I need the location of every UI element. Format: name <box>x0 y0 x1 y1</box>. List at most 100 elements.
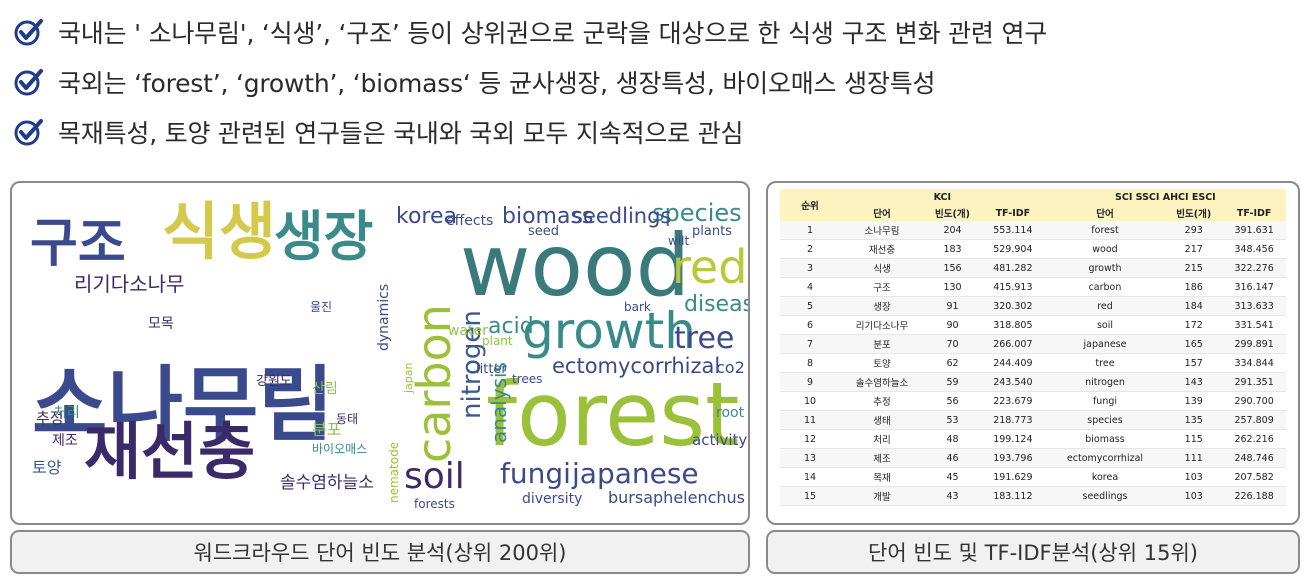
table-cell-kw: 분포 <box>840 334 925 354</box>
table-row: 6 리기다소나무 90 318.805 soil 172 331.541 <box>780 315 1286 335</box>
wc-word: seedlings <box>572 204 671 228</box>
table-cell-kt: 266.007 <box>980 334 1045 354</box>
bullet-2: 국외는 ‘forest’, ‘growth’, ‘biomass‘ 등 균사생장… <box>14 62 936 102</box>
wc-word: co2 <box>716 358 745 377</box>
table-cell-kw: 재선충 <box>840 239 925 259</box>
wc-word: 토양 <box>32 458 62 477</box>
wc-word: root <box>716 405 745 421</box>
table-cell-kt: 183.112 <box>980 486 1045 506</box>
table-cell-kw: 생태 <box>840 410 925 430</box>
wc-word: bark <box>624 300 651 314</box>
table-cell-st: 322.276 <box>1222 258 1286 278</box>
wc-word: soil <box>404 456 465 497</box>
table-cell-kf: 56 <box>924 391 981 411</box>
table-cell-sw: soil <box>1044 315 1166 335</box>
table-cell-sf: 139 <box>1165 391 1223 411</box>
table-cell-st: 248.746 <box>1222 448 1286 468</box>
wc-word: 솔수염하늘소 <box>280 473 374 493</box>
wc-word: analysis <box>487 362 511 443</box>
table-cell-kw: 솔수염하늘소 <box>840 372 925 392</box>
table-cell-st: 257.809 <box>1222 410 1286 430</box>
wc-word: 강원도 <box>256 374 292 389</box>
table-row: 1 소나무림 204 553.114 forest 293 391.631 <box>780 221 1286 240</box>
wc-word: effects <box>446 213 493 229</box>
col-word-header: 단어 <box>840 205 925 221</box>
col-word-header: 단어 <box>1044 205 1166 221</box>
table-cell-kt: 244.409 <box>980 353 1045 373</box>
table-cell-sf: 103 <box>1165 467 1223 487</box>
table-cell-kf: 45 <box>924 467 981 487</box>
wordcloud-korean: 소나무림 재선충 식생 구조 생장 리기다소나무 솔수염하늘소 토양 추정 분포… <box>30 195 374 493</box>
bullet-3: 목재특성, 토양 관련된 연구들은 국내와 국외 모두 지속적으로 관심 <box>14 112 744 152</box>
table-cell-sf: 172 <box>1165 315 1223 335</box>
table-cell-rank: 15 <box>780 486 840 506</box>
table-cell-rank: 14 <box>780 467 840 487</box>
table-cell-sf: 293 <box>1165 221 1223 240</box>
table-cell-kt: 529.904 <box>980 239 1045 259</box>
table-row: 13 제조 46 193.796 ectomycorrhizal 111 248.746 <box>780 448 1286 468</box>
wc-word: 동태 <box>336 412 358 426</box>
table-cell-kf: 62 <box>924 353 981 373</box>
table-cell-kf: 53 <box>924 410 981 430</box>
wc-word: biomass <box>502 204 593 229</box>
table-row: 3 식생 156 481.282 growth 215 322.276 <box>780 258 1286 278</box>
wc-word: 바이오매스 <box>312 442 367 456</box>
caption-table: 단어 빈도 및 TF-IDF분석(상위 15위) <box>766 530 1300 574</box>
table-cell-kt: 553.114 <box>980 221 1045 240</box>
sci-header: SCI SSCI AHCI ESCI <box>1044 189 1286 205</box>
table-cell-st: 316.147 <box>1222 277 1286 297</box>
table-cell-kt: 318.805 <box>980 315 1045 335</box>
table-cell-kw: 식생 <box>840 258 925 278</box>
table-cell-kf: 59 <box>924 372 981 392</box>
table-row: 4 구조 130 415.913 carbon 186 316.147 <box>780 277 1286 297</box>
table-cell-kw: 구조 <box>840 277 925 297</box>
wc-word: 리기다소나무 <box>74 272 184 296</box>
table-cell-sw: japanese <box>1044 334 1166 354</box>
table-cell-sf: 103 <box>1165 486 1223 506</box>
table-cell-kf: 48 <box>924 429 981 449</box>
wc-word: forest <box>486 363 740 466</box>
table-cell-kf: 70 <box>924 334 981 354</box>
table-cell-sw: ectomycorrhizal <box>1044 448 1166 468</box>
table-cell-rank: 7 <box>780 334 840 354</box>
table-cell-st: 334.844 <box>1222 353 1286 373</box>
table-cell-rank: 12 <box>780 429 840 449</box>
wc-word: 식생 <box>162 195 276 268</box>
table-cell-kf: 46 <box>924 448 981 468</box>
table-row: 2 재선충 183 529.904 wood 217 348.456 <box>780 239 1286 259</box>
table-cell-rank: 4 <box>780 277 840 297</box>
col-tfidf-header: TF-IDF <box>980 205 1045 221</box>
tfidf-table: 순위 KCI SCI SSCI AHCI ESCI 단어 빈도(개) TF-ID… <box>780 189 1286 506</box>
table-cell-sw: growth <box>1044 258 1166 278</box>
table-cell-rank: 10 <box>780 391 840 411</box>
col-freq-header: 빈도(개) <box>924 205 981 221</box>
table-cell-sf: 184 <box>1165 296 1223 316</box>
table-cell-rank: 2 <box>780 239 840 259</box>
table-cell-rank: 8 <box>780 353 840 373</box>
table-cell-sw: forest <box>1044 221 1166 240</box>
table-cell-kt: 320.302 <box>980 296 1045 316</box>
table-cell-kw: 소나무림 <box>840 221 925 240</box>
table-cell-sf: 165 <box>1165 334 1223 354</box>
table-cell-kf: 130 <box>924 277 981 297</box>
table-cell-kw: 추정 <box>840 391 925 411</box>
wc-word: 처리 <box>54 405 80 421</box>
table-cell-sw: red <box>1044 296 1166 316</box>
table-cell-st: 226.188 <box>1222 486 1286 506</box>
table-cell-kt: 481.282 <box>980 258 1045 278</box>
wc-word: 소나무림 <box>32 358 334 453</box>
table-row: 8 토양 62 244.409 tree 157 334.844 <box>780 353 1286 373</box>
table-cell-rank: 13 <box>780 448 840 468</box>
wc-word: acid <box>488 314 534 339</box>
table-row: 12 처리 48 199.124 biomass 115 262.216 <box>780 429 1286 449</box>
caption-text: 단어 빈도 및 TF-IDF분석(상위 15위) <box>868 541 1198 565</box>
table-cell-kw: 제조 <box>840 448 925 468</box>
table-cell-kf: 156 <box>924 258 981 278</box>
col-tfidf-header: TF-IDF <box>1222 205 1286 221</box>
table-cell-st: 299.891 <box>1222 334 1286 354</box>
table-cell-kw: 목재 <box>840 467 925 487</box>
table-row: 14 목재 45 191.629 korea 103 207.582 <box>780 467 1286 487</box>
wc-word: species <box>652 199 742 227</box>
table-cell-sf: 143 <box>1165 372 1223 392</box>
wc-word: 추정 <box>36 409 64 427</box>
